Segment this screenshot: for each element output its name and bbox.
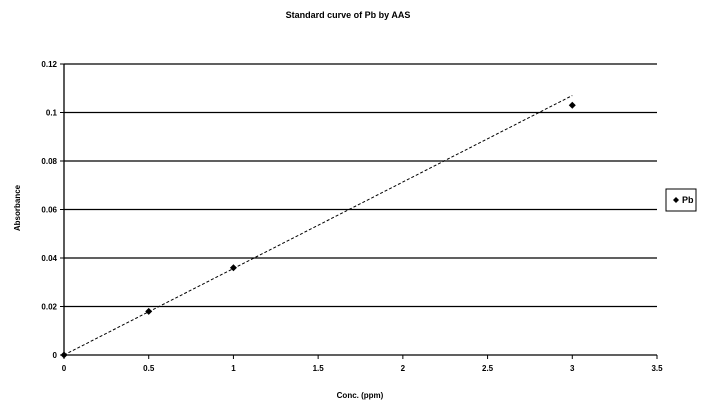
- x-axis-label: Conc. (ppm): [337, 391, 384, 400]
- trendline: [63, 95, 573, 356]
- x-tick-label-6: 3: [570, 364, 575, 373]
- x-tick-label-0: 0: [62, 364, 67, 373]
- data-points: [60, 101, 576, 359]
- x-tick-label-3: 1.5: [313, 364, 325, 373]
- chart-title: Standard curve of Pb by AAS: [286, 10, 411, 20]
- data-point-1: [145, 307, 153, 315]
- legend-box: [665, 188, 697, 212]
- y-tick-label-5: 0.1: [46, 109, 58, 118]
- legend-marker-diamond: [673, 197, 679, 203]
- data-point-0: [60, 351, 68, 359]
- x-tick-label-1: 0.5: [143, 364, 155, 373]
- y-axis-label: Absorbance: [13, 184, 22, 231]
- legend: Pb: [665, 188, 697, 212]
- y-tick-label-2: 0.04: [41, 254, 57, 263]
- y-tick-label-1: 0.02: [41, 303, 57, 312]
- tick-labels: 0 0.02 0.04 0.06 0.08 0.1 0.12 0 0.5 1 1.5 2 2.5 3 3.5: [41, 60, 663, 373]
- x-tick-label-2: 1: [231, 364, 236, 373]
- x-tick-label-5: 2.5: [482, 364, 494, 373]
- y-tick-label-3: 0.06: [41, 206, 57, 215]
- data-point-2: [229, 264, 237, 272]
- y-tick-label-6: 0.12: [41, 60, 57, 69]
- gridlines: [64, 63, 657, 308]
- y-tick-label-0: 0: [53, 351, 58, 360]
- x-tick-label-7: 3.5: [651, 364, 663, 373]
- x-tick-label-4: 2: [401, 364, 406, 373]
- legend-label-pb: Pb: [682, 195, 694, 205]
- data-point-3: [568, 101, 576, 109]
- y-tick-label-4: 0.08: [41, 157, 57, 166]
